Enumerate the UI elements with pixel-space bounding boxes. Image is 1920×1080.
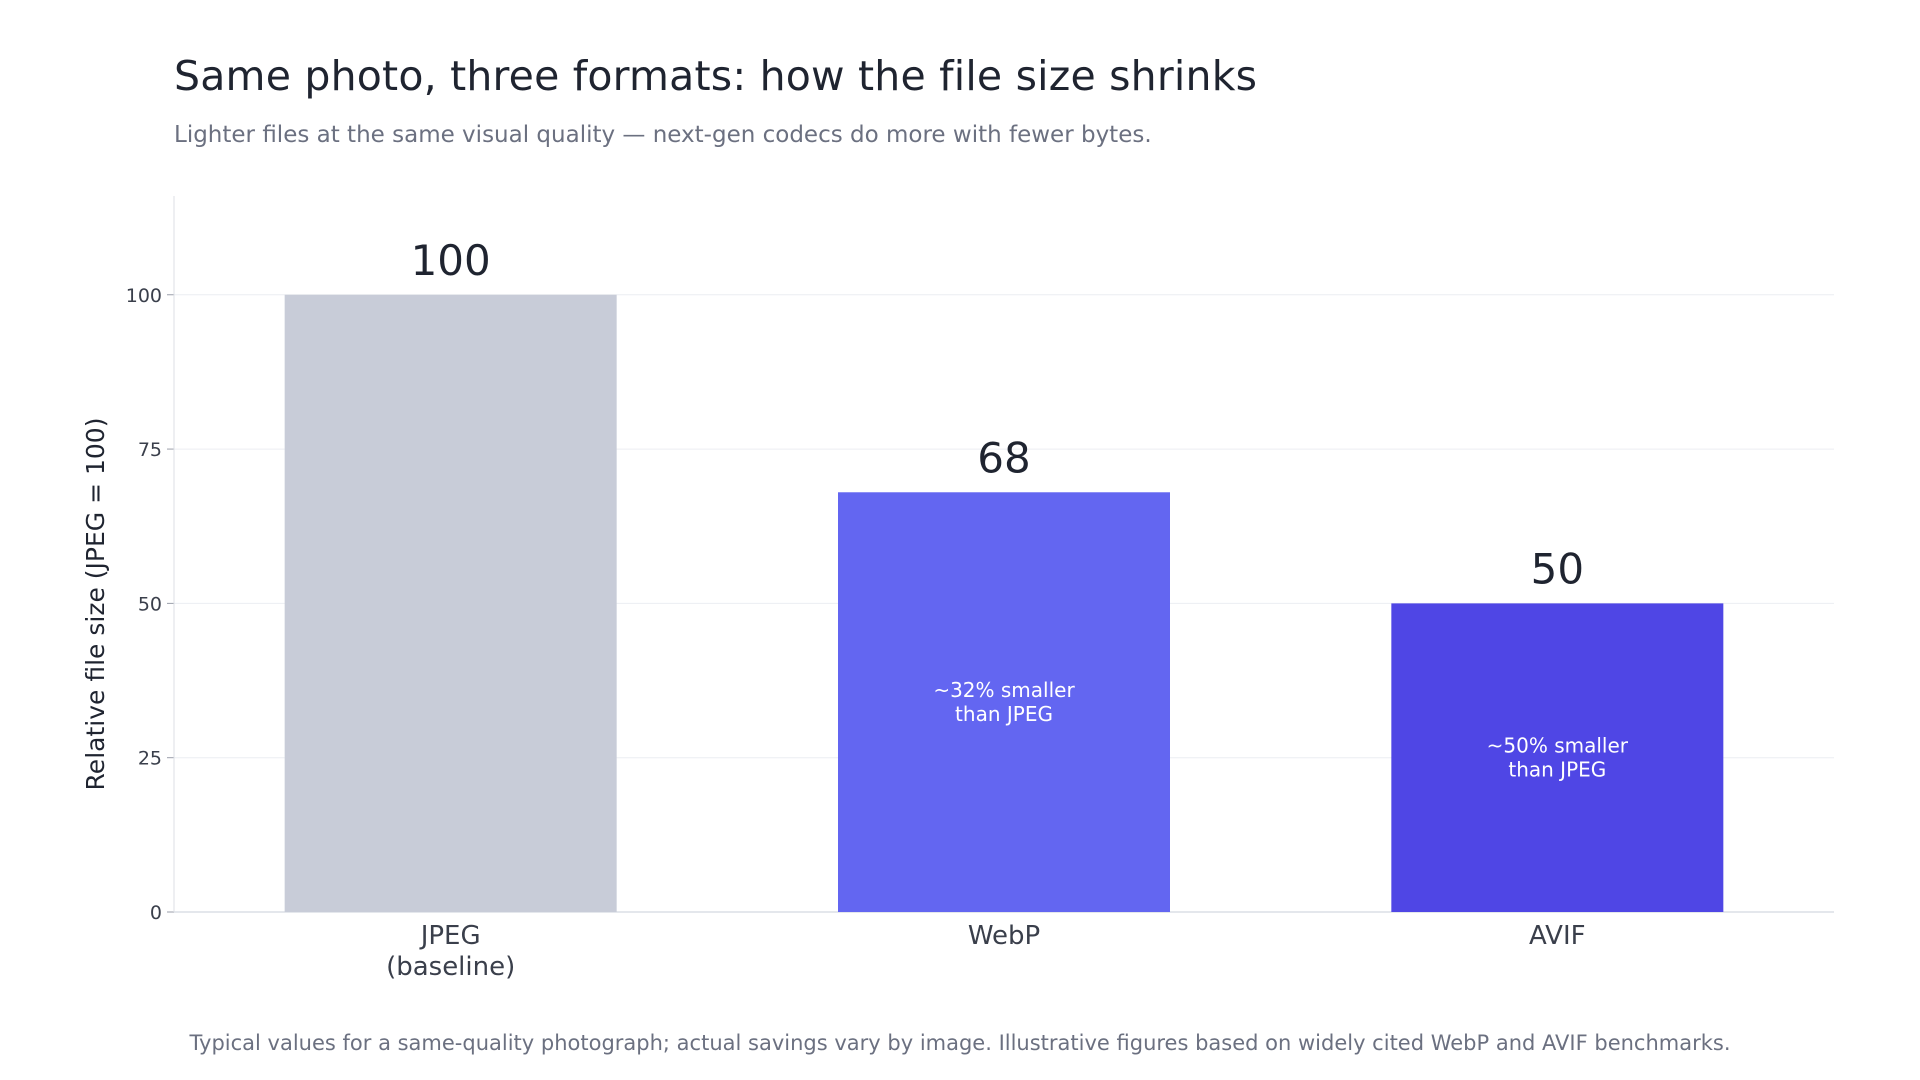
bar-annotation: ~50% smaller bbox=[1487, 734, 1629, 758]
y-tick-label: 100 bbox=[126, 285, 162, 307]
value-label: 50 bbox=[1531, 544, 1584, 593]
y-tick-label: 50 bbox=[138, 593, 162, 615]
y-axis-label: Relative file size (JPEG = 100) bbox=[81, 418, 110, 791]
y-tick-label: 75 bbox=[138, 439, 162, 461]
chart-title: Same photo, three formats: how the file … bbox=[174, 52, 1258, 100]
x-tick-label: AVIF bbox=[1529, 921, 1586, 951]
bar-annotation: than JPEG bbox=[955, 702, 1053, 726]
x-tick-label: (baseline) bbox=[386, 952, 515, 982]
bar bbox=[284, 294, 617, 912]
y-tick-label: 0 bbox=[150, 902, 162, 924]
value-label: 68 bbox=[977, 433, 1030, 482]
bar bbox=[1391, 603, 1724, 912]
bar bbox=[838, 492, 1170, 912]
x-tick-label: JPEG bbox=[419, 921, 481, 951]
bar-annotation: ~32% smaller bbox=[933, 678, 1075, 702]
chart-footnote: Typical values for a same-quality photog… bbox=[189, 1031, 1731, 1055]
value-label: 100 bbox=[411, 236, 491, 285]
bar-annotation: than JPEG bbox=[1508, 758, 1606, 782]
bars bbox=[284, 294, 1724, 912]
y-tick-label: 25 bbox=[138, 748, 162, 770]
x-tick-label: WebP bbox=[968, 921, 1040, 951]
chart-subtitle: Lighter files at the same visual quality… bbox=[174, 122, 1152, 148]
